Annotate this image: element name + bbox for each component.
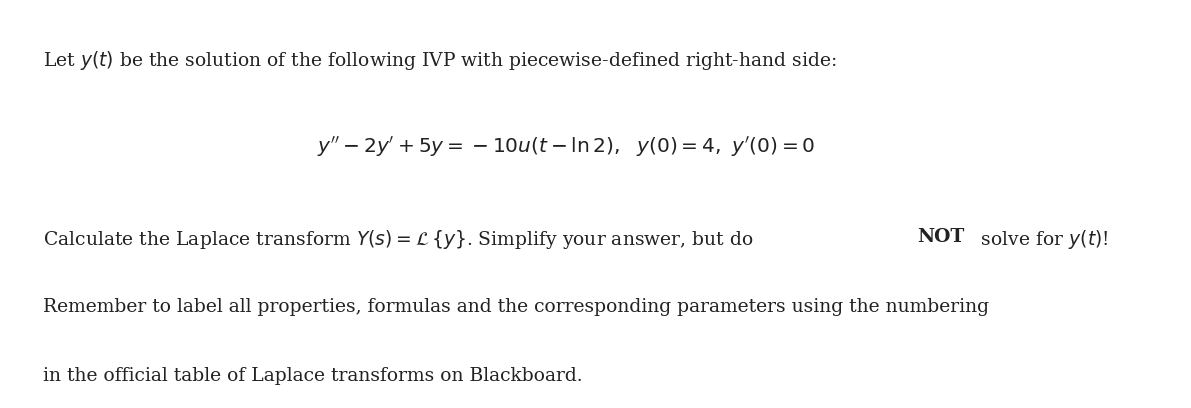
Text: NOT: NOT [917,228,964,246]
Text: $y'' - 2y' + 5y = -10u(t - \ln 2), \ \ y(0) = 4, \ y'(0) = 0$: $y'' - 2y' + 5y = -10u(t - \ln 2), \ \ y… [317,135,816,159]
Text: Calculate the Laplace transform $Y(s) = \mathcal{L}\,\{y\}$. Simplify your answe: Calculate the Laplace transform $Y(s) = … [43,228,755,251]
Text: solve for $y(t)$!: solve for $y(t)$! [974,228,1109,251]
Text: Remember to label all properties, formulas and the corresponding parameters usin: Remember to label all properties, formul… [43,298,989,316]
Text: Let $y(t)$ be the solution of the following IVP with piecewise-defined right-han: Let $y(t)$ be the solution of the follow… [43,49,836,72]
Text: in the official table of Laplace transforms on Blackboard.: in the official table of Laplace transfo… [43,367,582,385]
